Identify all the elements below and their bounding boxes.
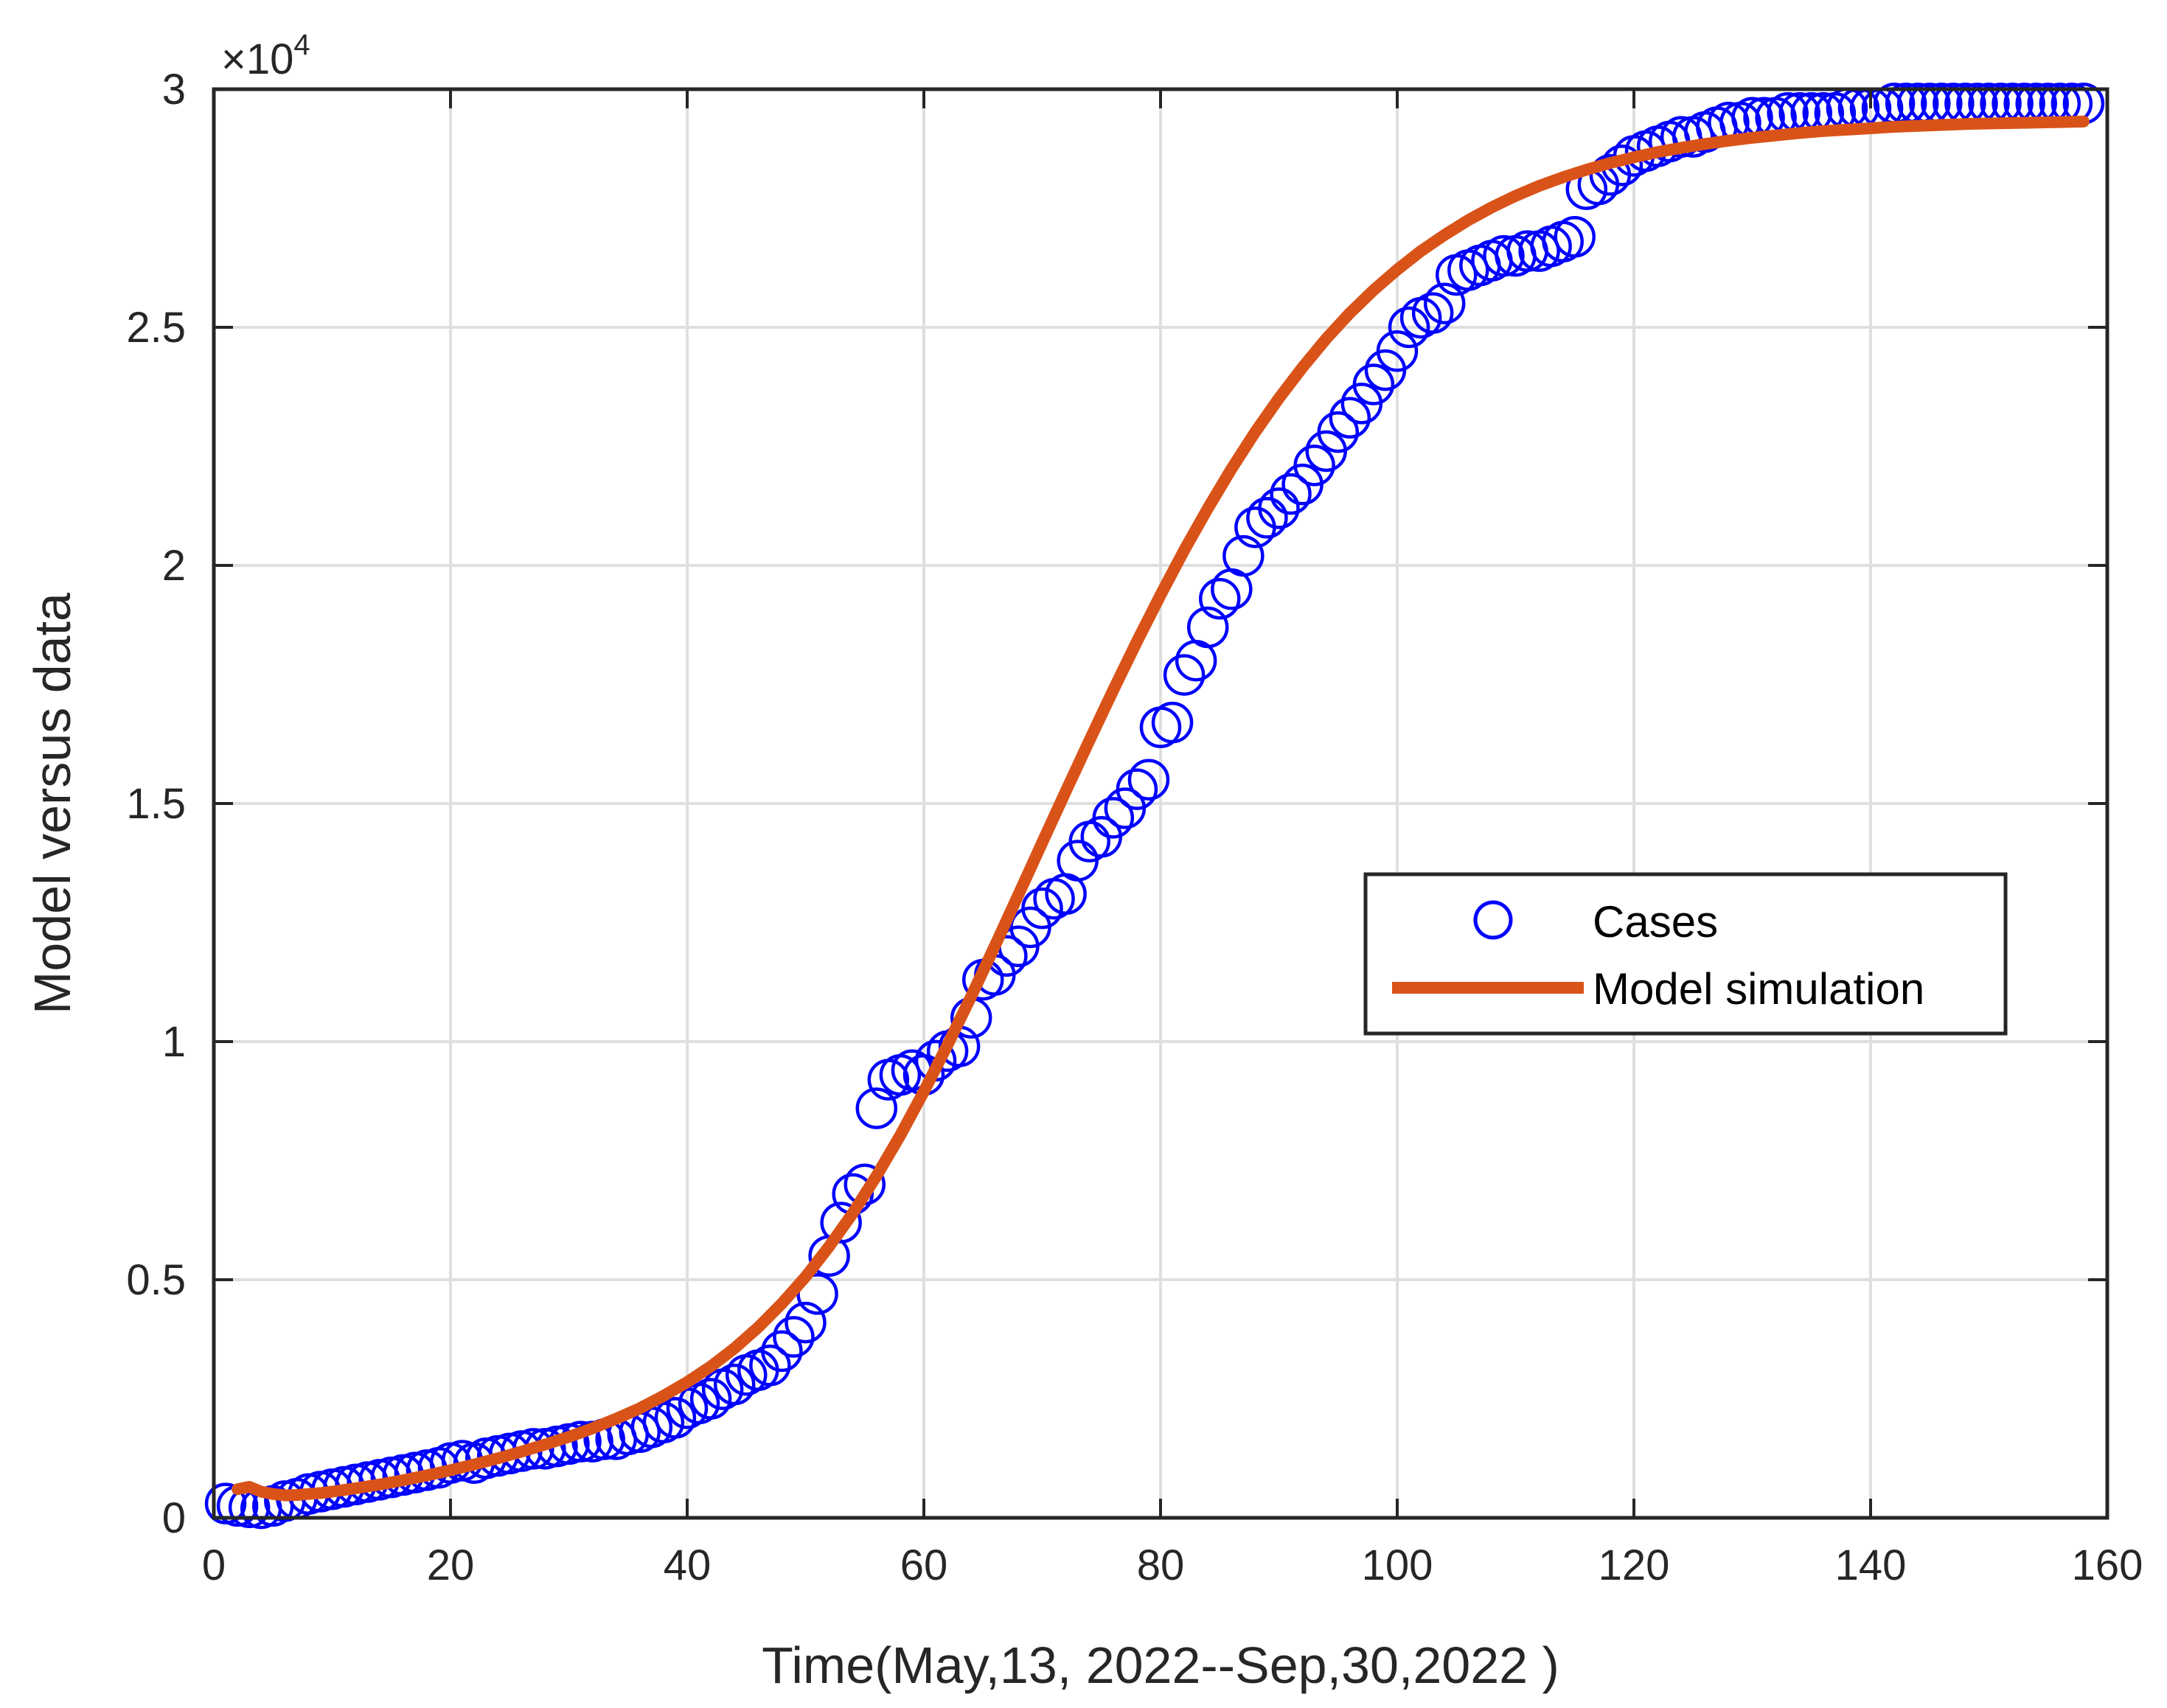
x-tick-label: 160 [2072,1541,2143,1589]
y-tick-label: 0.5 [126,1256,186,1304]
x-tick-label: 140 [1835,1541,1907,1589]
x-tick-label: 80 [1137,1541,1185,1589]
case-point [1163,654,1206,696]
y-exponent-label: ×104 [221,29,310,83]
x-tick-label: 0 [202,1541,226,1589]
x-tick-label: 100 [1362,1541,1433,1589]
y-exponent-power: 4 [293,29,310,61]
y-axis-title: Model versus data [24,593,81,1014]
case-point [1092,797,1135,839]
y-tick-label: 2 [162,542,186,590]
case-point [1127,759,1170,801]
ticks [212,88,2109,1519]
x-axis-title: Time(May,13, 2022--Sep,30,2022 ) [762,1636,1559,1694]
y-tick-label: 1.5 [126,780,186,828]
case-point [1186,606,1229,649]
y-exponent-base: ×10 [221,35,293,83]
x-tick-labels: 0 20 40 60 80 100 120 140 160 [202,1541,2143,1589]
legend-label-model: Model simulation [1593,964,1924,1014]
y-tick-label: 0 [162,1494,186,1542]
case-point [1329,397,1371,439]
legend-label-cases: Cases [1593,897,1718,947]
case-point [713,1363,756,1406]
case-point [1554,216,1596,258]
x-tick-label: 60 [900,1541,948,1589]
case-point [1352,363,1395,405]
y-tick-label: 2.5 [126,304,186,352]
case-point [785,1301,827,1344]
case-point [796,1273,838,1315]
case-point [1423,282,1466,324]
case-point [1483,234,1525,277]
case-point [1411,292,1454,334]
case-point [1376,330,1419,372]
case-point [1270,473,1312,515]
case-point [855,1087,898,1129]
case-point [1388,306,1430,349]
case-point [1021,887,1063,930]
case-point [1317,411,1359,453]
case-point [1151,701,1194,744]
case-point [1258,487,1300,529]
case-point [773,1316,815,1358]
y-tick-label: 3 [162,66,186,114]
x-tick-label: 40 [664,1541,712,1589]
case-point [820,1202,862,1244]
legend-marker-cases [1473,900,1513,940]
legend-box [1363,872,2008,1036]
series-model [232,115,2090,1502]
y-tick-labels: 0 0.5 1 1.5 2 2.5 3 [126,66,186,1542]
case-point [689,1378,732,1420]
case-point [761,1330,803,1373]
model-simulation-line [232,115,2090,1502]
y-tick-label: 1 [162,1018,186,1066]
case-point [1293,445,1335,487]
legend: Cases Model simulation [1363,872,2008,1036]
case-point [1222,534,1265,577]
x-tick-label: 120 [1599,1541,1670,1589]
case-point [1246,497,1288,539]
case-point [749,1345,791,1387]
case-point [654,1397,697,1439]
x-tick-label: 20 [427,1541,475,1589]
case-point [1116,768,1158,810]
case-point [1199,577,1241,620]
